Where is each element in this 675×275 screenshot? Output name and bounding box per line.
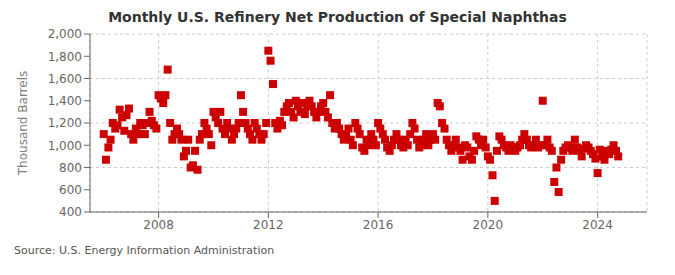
svg-text:2,000: 2,000	[48, 27, 82, 41]
svg-text:1,200: 1,200	[48, 116, 82, 130]
svg-text:800: 800	[59, 161, 82, 175]
svg-text:Thousand Barrels: Thousand Barrels	[16, 71, 30, 176]
svg-text:2024: 2024	[582, 218, 613, 232]
html-text:Source: U.S. Energy Informatio: Source: U.S. Energy Information Administ…	[14, 244, 275, 257]
svg-text:400: 400	[59, 205, 82, 219]
svg-text:2016: 2016	[363, 218, 394, 232]
svg-text:600: 600	[59, 183, 82, 197]
svg-text:1,800: 1,800	[48, 50, 82, 64]
svg-text:2008: 2008	[143, 218, 174, 232]
svg-text:1,000: 1,000	[48, 139, 82, 153]
html-text:Monthly U.S. Refinery Net Prod: Monthly U.S. Refinery Net Production of …	[108, 9, 567, 25]
svg-text:1,400: 1,400	[48, 94, 82, 108]
svg-text:2012: 2012	[253, 218, 284, 232]
svg-text:2020: 2020	[473, 218, 504, 232]
svg-text:1,600: 1,600	[48, 72, 82, 86]
